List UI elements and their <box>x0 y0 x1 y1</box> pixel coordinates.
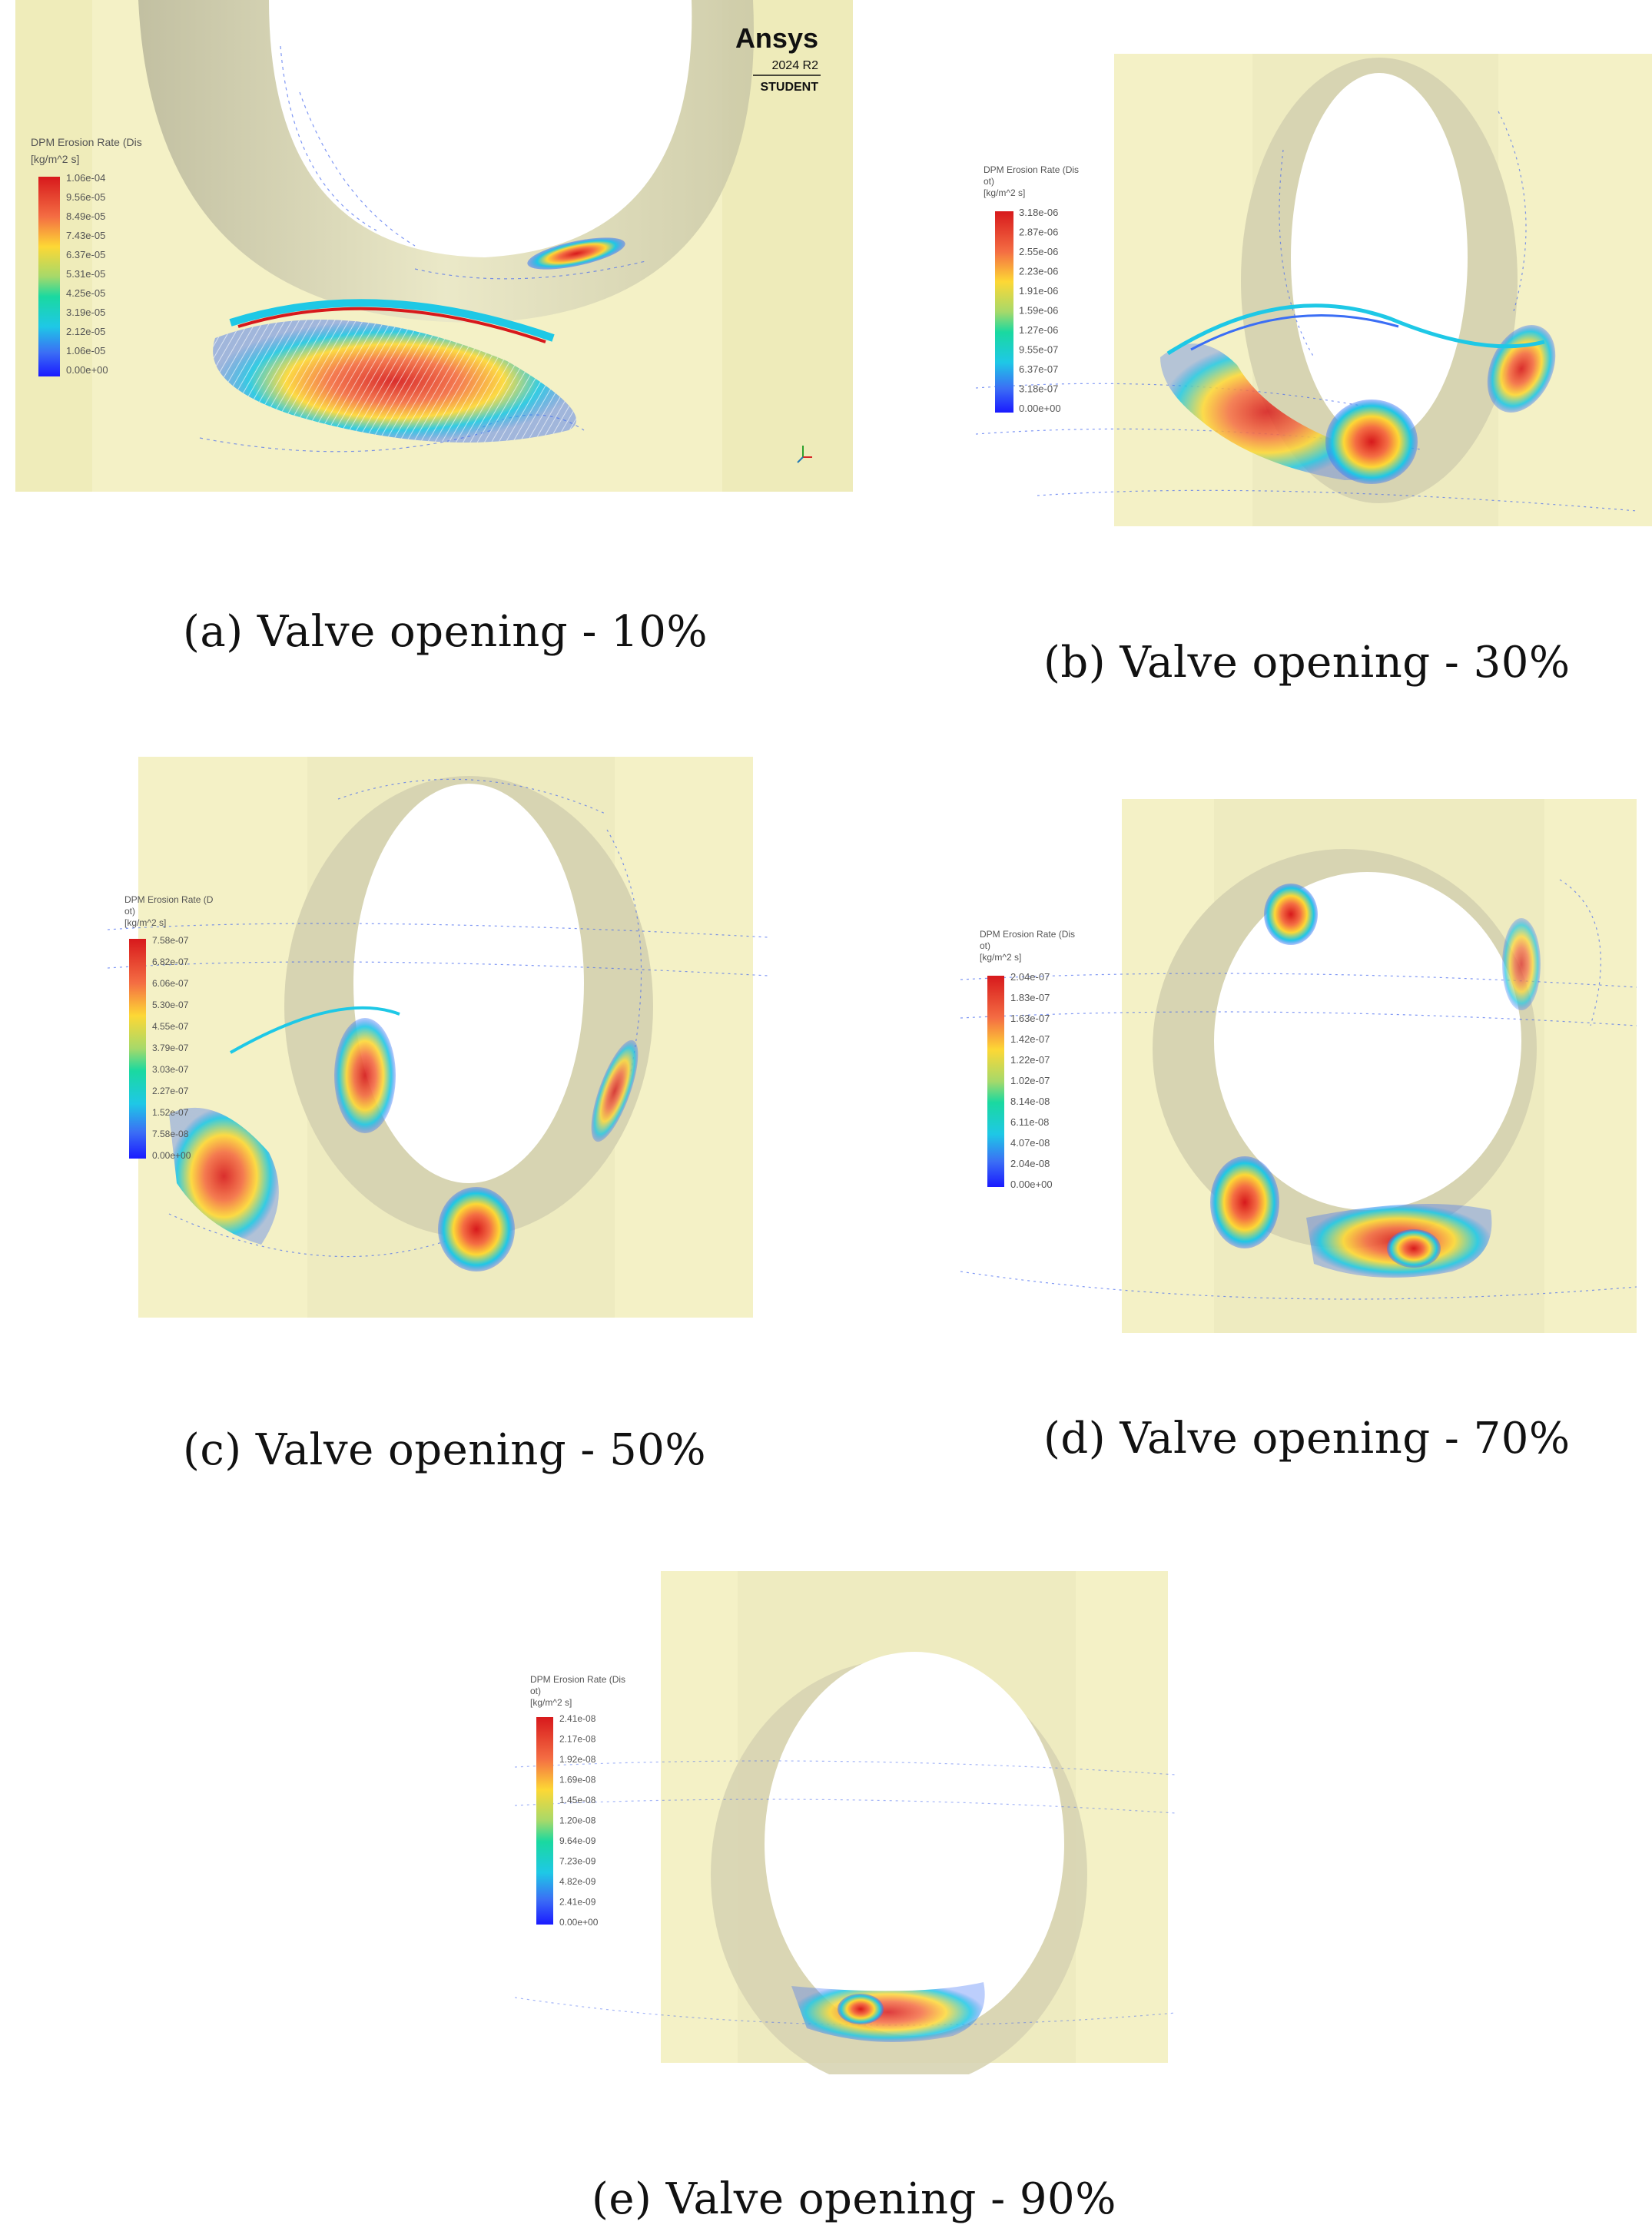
panel-c-colorbar-tick: 3.79e-07 <box>152 1043 189 1053</box>
panel-d-caption: (d) Valve opening - 70% <box>1043 1414 1571 1464</box>
panel-c-figure: DPM Erosion Rate (D ot) [kg/m^2 s] 7.58e… <box>108 753 768 1329</box>
panel-e-colorbar-tick: 2.41e-08 <box>559 1713 596 1724</box>
panel-a-caption: (a) Valve opening - 10% <box>183 607 708 657</box>
panel-b-colorbar-tick: 1.59e-06 <box>1019 305 1058 317</box>
panel-e-colorbar-tick: 1.92e-08 <box>559 1754 596 1765</box>
panel-a-colorbar-tick: 7.43e-05 <box>66 230 105 241</box>
panel-d-colorbar-tick: 8.14e-08 <box>1010 1096 1050 1107</box>
panel-d-colorbar-tick: 1.83e-07 <box>1010 992 1050 1003</box>
panel-c-colorbar-title-line-3: [kg/m^2 s] <box>124 917 166 928</box>
panel-d-colorbar-title-line-1: DPM Erosion Rate (Dis <box>980 929 1075 940</box>
panel-b-colorbar-title-line-3: [kg/m^2 s] <box>984 187 1025 198</box>
panel-d-colorbar-tick: 1.42e-07 <box>1010 1033 1050 1045</box>
panel-d-colorbar-tick: 1.22e-07 <box>1010 1054 1050 1066</box>
panel-e-colorbar-tick: 4.82e-09 <box>559 1876 596 1887</box>
axis-triad-icon <box>797 446 812 463</box>
panel-d-colorbar-tick: 0.00e+00 <box>1010 1179 1053 1190</box>
panel-c-caption: (c) Valve opening - 50% <box>183 1425 707 1475</box>
panel-e-colorbar-tick: 1.69e-08 <box>559 1775 596 1785</box>
panel-c-colorbar-tick: 1.52e-07 <box>152 1107 189 1118</box>
panel-c-colorbar-tick: 4.55e-07 <box>152 1021 189 1032</box>
panel-e-caption: (e) Valve opening - 90% <box>592 2174 1116 2224</box>
panel-b-figure: DPM Erosion Rate (Dis ot) [kg/m^2 s] 3.1… <box>960 50 1652 534</box>
panel-b-colorbar-tick: 6.37e-07 <box>1019 363 1058 375</box>
panel-e-colorbar-tick: 7.23e-09 <box>559 1856 596 1867</box>
panel-a-colorbar-tick: 1.06e-04 <box>66 172 105 184</box>
panel-c-colorbar-tick: 7.58e-07 <box>152 935 189 946</box>
panel-b-colorbar-title-line-2: ot) <box>984 176 994 187</box>
panel-a-colorbar-tick: 2.12e-05 <box>66 326 105 337</box>
panel-d-colorbar-title-line-2: ot) <box>980 940 990 951</box>
panel-e-colorbar-tick: 2.17e-08 <box>559 1734 596 1745</box>
panel-b-colorbar-tick: 1.27e-06 <box>1019 324 1058 336</box>
panel-d-colorbar-title-line-3: [kg/m^2 s] <box>980 952 1021 963</box>
panel-c-colorbar-title-line-1: DPM Erosion Rate (D <box>124 894 214 905</box>
panel-a-colorbar-tick: 5.31e-05 <box>66 268 105 280</box>
panel-c-colorbar-tick: 2.27e-07 <box>152 1086 189 1096</box>
panel-b-colorbar-tick: 2.87e-06 <box>1019 227 1058 238</box>
ansys-logo-edition: STUDENT <box>760 81 818 94</box>
panel-c-colorbar-tick: 5.30e-07 <box>152 1000 189 1010</box>
panel-d-colorbar-tick: 1.02e-07 <box>1010 1075 1050 1086</box>
panel-c-colorbar-tick: 0.00e+00 <box>152 1150 191 1161</box>
panel-e-colorbar-tick: 9.64e-09 <box>559 1835 596 1846</box>
panel-b-colorbar-title-line-1: DPM Erosion Rate (Dis <box>984 164 1079 175</box>
panel-a-colorbar-tick: 0.00e+00 <box>66 364 108 376</box>
panel-c-colorbar-tick: 6.82e-07 <box>152 957 189 967</box>
panel-a-figure: DPM Erosion Rate (Dis [kg/m^2 s] 1.06e-0… <box>15 0 853 507</box>
panel-b-colorbar-tick: 2.23e-06 <box>1019 266 1058 277</box>
panel-e-colorbar-title-line-3: [kg/m^2 s] <box>530 1697 572 1708</box>
panel-e-colorbar-title-line-1: DPM Erosion Rate (Dis <box>530 1674 625 1685</box>
panel-c-colorbar-tick: 3.03e-07 <box>152 1064 189 1075</box>
panel-a-colorbar-title-line-2: [kg/m^2 s] <box>31 153 79 165</box>
panel-b-colorbar-tick: 1.91e-06 <box>1019 285 1058 297</box>
ansys-logo-version: 2024 R2 <box>772 59 819 72</box>
panel-b-colorbar-tick: 2.55e-06 <box>1019 246 1058 257</box>
panel-a-colorbar-tick: 6.37e-05 <box>66 249 105 260</box>
panel-d-colorbar-tick: 6.11e-08 <box>1010 1116 1049 1128</box>
panel-a-colorbar-tick: 3.19e-05 <box>66 307 105 318</box>
panel-d-colorbar-tick: 2.04e-07 <box>1010 971 1050 983</box>
panel-b-colorbar-tick: 0.00e+00 <box>1019 403 1061 414</box>
panel-e-colorbar-tick: 1.45e-08 <box>559 1795 596 1805</box>
panel-a-colorbar-tick: 4.25e-05 <box>66 287 105 299</box>
panel-e-colorbar-tick: 2.41e-09 <box>559 1897 596 1908</box>
panel-e-colorbar-tick: 0.00e+00 <box>559 1917 599 1928</box>
panel-a-colorbar-tick: 9.56e-05 <box>66 191 105 203</box>
panel-a-colorbar-title-line-1: DPM Erosion Rate (Dis <box>31 136 142 148</box>
panel-b-colorbar-tick: 3.18e-07 <box>1019 383 1058 395</box>
panel-e-figure: DPM Erosion Rate (Dis ot) [kg/m^2 s] 2.4… <box>515 1567 1176 2074</box>
panel-a-colorbar-tick: 1.06e-05 <box>66 345 105 356</box>
panel-e-colorbar-title-line-2: ot) <box>530 1686 541 1696</box>
panel-d-colorbar-tick: 4.07e-08 <box>1010 1137 1050 1149</box>
panel-c-colorbar-tick: 6.06e-07 <box>152 978 189 989</box>
panel-d-colorbar-tick: 1.63e-07 <box>1010 1013 1050 1024</box>
panel-e-colorbar-tick: 1.20e-08 <box>559 1815 596 1826</box>
panel-b-caption: (b) Valve opening - 30% <box>1043 638 1571 688</box>
panel-b-colorbar-tick: 3.18e-06 <box>1019 207 1058 218</box>
panel-a-colorbar-tick: 8.49e-05 <box>66 211 105 222</box>
panel-c-colorbar-title-line-2: ot) <box>124 906 135 917</box>
panel-d-colorbar-tick: 2.04e-08 <box>1010 1158 1050 1169</box>
panel-d-figure: DPM Erosion Rate (Dis ot) [kg/m^2 s] 2.0… <box>960 795 1644 1341</box>
panel-b-colorbar-tick: 9.55e-07 <box>1019 344 1058 356</box>
ansys-logo-name: Ansys <box>735 22 818 54</box>
panel-c-colorbar-tick: 7.58e-08 <box>152 1129 189 1139</box>
